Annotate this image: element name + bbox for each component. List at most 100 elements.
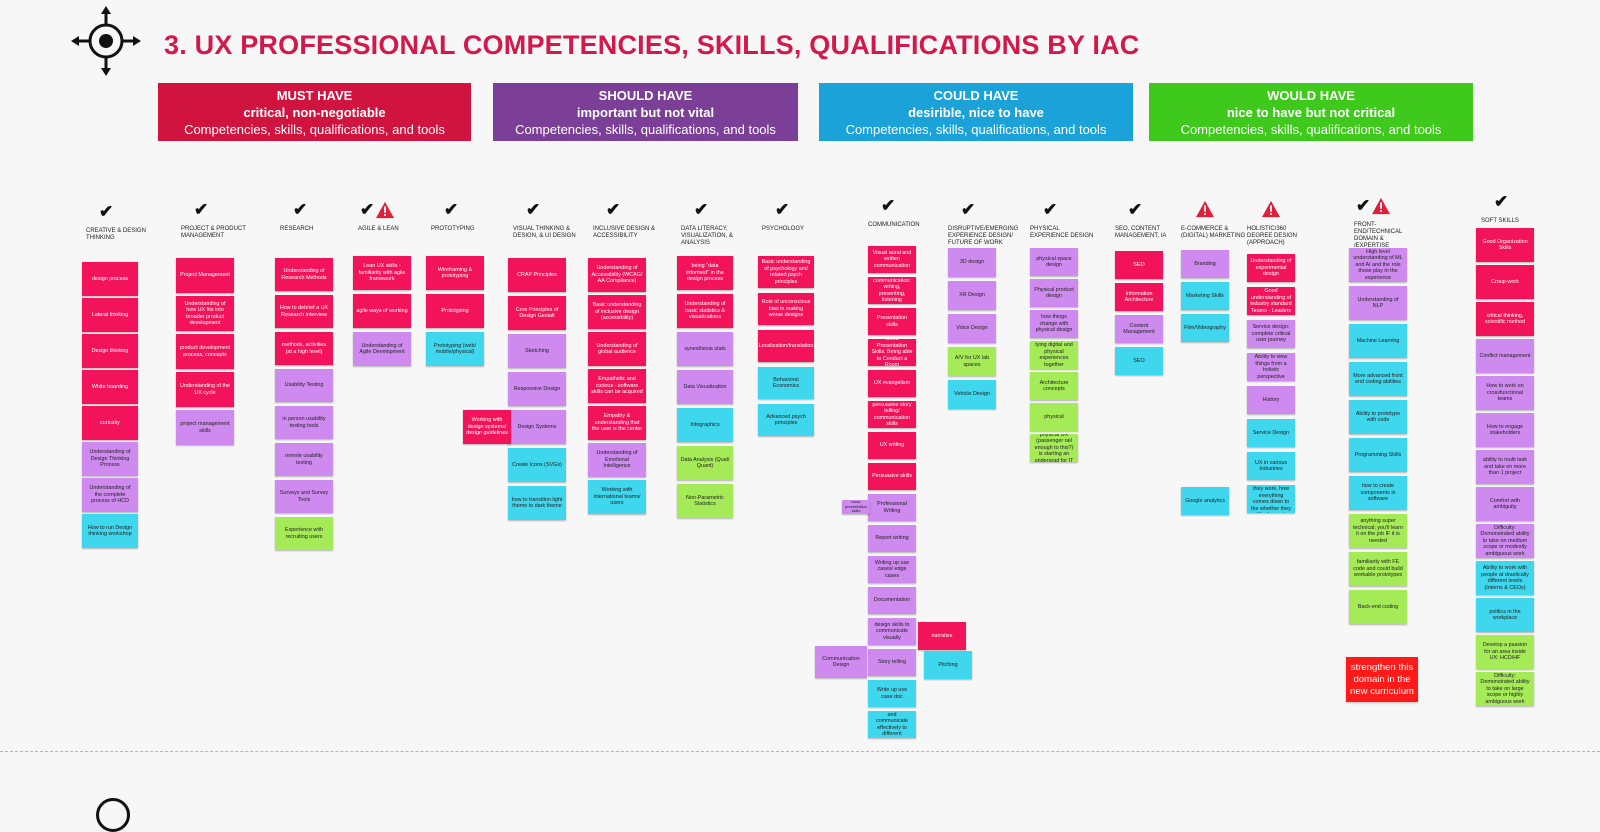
sticky-note-purple: Surveys and Survey Tools	[275, 480, 333, 513]
column-header: RESEARCH	[280, 226, 314, 232]
checkmark-icon: ✔	[1494, 192, 1509, 211]
sticky-note-green: Architecture concepts	[1030, 372, 1078, 400]
sticky-note-red: Basic understanding of psychology and re…	[758, 256, 814, 288]
checkmark-icon: ✔	[360, 200, 375, 219]
sticky-note-red: Design thinking	[82, 334, 138, 368]
column-marks: ✔	[1494, 192, 1508, 212]
sticky-note-red: Lean UX skills - familiarity with agile …	[353, 256, 411, 290]
sticky-note-purple: physical space design	[1030, 248, 1078, 276]
checkmark-icon: ✔	[961, 200, 976, 219]
page-title: 3. UX PROFESSIONAL COMPETENCIES, SKILLS,…	[164, 30, 1140, 60]
sticky-note-red: Wireframing & prototyping	[426, 256, 484, 290]
sticky-note-cyan: Vehicle Design	[948, 380, 996, 409]
checkmark-icon: ✔	[526, 200, 541, 219]
warning-icon	[376, 201, 395, 219]
sticky-note-purple: ability to multi task and take on more t…	[1476, 450, 1534, 484]
sticky-note-red: Lateral thinking	[82, 298, 138, 332]
sticky-note-cyan: Ability to pivot and communicate effecti…	[868, 711, 916, 738]
sticky-note-purple: Understanding of the complete process of…	[82, 478, 138, 512]
sticky-note-purple: Usability Testing	[275, 369, 333, 402]
loose-sticky-note: narrative	[918, 622, 966, 650]
sticky-note-green: A/V for UX lab spaces	[948, 347, 996, 376]
sticky-note-cyan: Google analytics	[1181, 487, 1229, 515]
sticky-note-purple: Content Management	[1115, 315, 1163, 343]
sticky-note-purple: Conflict management	[1476, 339, 1534, 373]
sticky-note-red: Understanding of how UX fits into broade…	[176, 296, 234, 331]
sticky-note-cyan: Film/Videography	[1181, 314, 1229, 342]
sticky-note-red: White boarding	[82, 370, 138, 404]
sticky-note-cyan: how to transition light theme to dark th…	[508, 486, 566, 520]
column-marks: ✔	[694, 200, 708, 220]
sticky-note-red: Project Management	[176, 258, 234, 293]
sticky-note-purple: synesthesia stats	[677, 332, 733, 366]
checkmark-icon: ✔	[99, 202, 114, 221]
sticky-note-red: Understanding of basic statistics & visu…	[677, 294, 733, 328]
sticky-note-cyan: Machine Learning	[1349, 324, 1407, 358]
column-marks: ✔	[444, 200, 458, 220]
sticky-note-cyan: Create Icons (SVGs)	[508, 448, 566, 482]
sticky-note-red: Understanding of Research Methods	[275, 258, 333, 291]
sticky-note-cyan: More advanced front end coding abilities	[1349, 362, 1407, 396]
sticky-note-purple: Service design: complete critical user j…	[1247, 320, 1295, 348]
sticky-note-cyan: Infographics	[677, 408, 733, 442]
sticky-note-red: critical thinking, scientific method	[1476, 302, 1534, 336]
checkmark-icon: ✔	[1356, 196, 1371, 215]
column-marks: ✔	[360, 200, 395, 220]
checkmark-icon: ✔	[694, 200, 709, 219]
sticky-note-green: physical UX (passenger rail enough to th…	[1030, 434, 1078, 462]
column-marks	[1260, 200, 1280, 220]
sticky-note-purple: how things change with physical design	[1030, 310, 1078, 338]
sticky-note-green: anything super technical; you'll learn i…	[1349, 514, 1407, 548]
sticky-note-green: tying digital and physical experiences t…	[1030, 341, 1078, 369]
sticky-note-red: Basic understanding of inclusive design …	[588, 295, 646, 329]
sticky-note-cyan: Programming Skills	[1349, 438, 1407, 472]
sticky-note-cyan: UX in various Industries	[1247, 452, 1295, 480]
sticky-note-purple: 3D design	[948, 248, 996, 277]
sticky-note-purple: Understanding of Design Thinking Process	[82, 442, 138, 476]
column-marks: ✔	[1128, 200, 1142, 220]
column-header: HOLISTIC/360 DEGREE DESIGN (APPROACH)	[1247, 226, 1298, 246]
banner-line2: desirible, nice to have	[908, 105, 1044, 120]
sticky-note-cyan: Ability to prototype with code	[1349, 400, 1407, 434]
column-marks: ✔	[293, 200, 307, 220]
sticky-note-red: Prototyping	[426, 294, 484, 328]
sticky-note-purple: Physical product design	[1030, 279, 1078, 307]
column-header: PSYCHOLOGY	[762, 226, 805, 232]
column-header: INCLUSIVE DESIGN & ACCESSIBILITY	[593, 226, 656, 239]
banner-line3: Competencies, skills, qualifications, an…	[845, 122, 1107, 137]
sticky-note-purple: Understanding of NLP	[1349, 286, 1407, 320]
column-marks: ✔	[606, 200, 620, 220]
banner-line2: nice to have but not critical	[1226, 105, 1396, 120]
next-section-icon	[96, 798, 130, 832]
checkmark-icon: ✔	[444, 200, 459, 219]
sticky-note-green: Data Analysis (Qual/ Quant)	[677, 446, 733, 480]
sticky-note-red: methods, activities (at a high level)	[275, 332, 333, 365]
loose-sticky-note: Working with design systems/ design guid…	[463, 410, 511, 444]
sticky-note-purple: Documentation	[868, 587, 916, 614]
sticky-note-red: Information Architecture	[1115, 283, 1163, 311]
sticky-note-purple: High level understanding of ML and AI an…	[1349, 248, 1407, 282]
banner-line3: Competencies, skills, qualifications, an…	[1180, 122, 1442, 137]
column-marks: ✔	[526, 200, 540, 220]
sticky-note-cyan: SEO	[1115, 347, 1163, 375]
priority-banner-could: COULD HAVE desirible, nice to have Compete…	[819, 83, 1133, 141]
sticky-note-purple: Understanding of Agile Development	[353, 332, 411, 366]
priority-banner-would: WOULD HAVE nice to have but not critical C…	[1149, 83, 1473, 141]
sticky-note-cyan: how to create components in software	[1349, 476, 1407, 510]
sticky-note-green: familiarity with FE code and could build…	[1349, 552, 1407, 586]
column-header: CREATIVE & DESIGN THINKING	[86, 228, 146, 241]
column-marks: ✔	[881, 196, 895, 216]
column-marks: ✔	[1043, 200, 1057, 220]
sticky-note-red: UX evangelism	[868, 370, 916, 397]
sticky-note-red: Visual aural and written communication	[868, 246, 916, 273]
column-header: SEO, CONTENT MANAGEMENT, IA	[1115, 226, 1167, 239]
sticky-note-red: persuasive story telling/ communication …	[868, 401, 916, 428]
column-header: AGILE & LEAN	[358, 226, 399, 232]
sticky-note-purple: Professional Writing	[868, 494, 916, 521]
sticky-note-purple: remote usability testing	[275, 443, 333, 476]
banner-line1: MUST HAVE	[276, 88, 353, 103]
compass-icon	[71, 6, 141, 76]
sticky-note-purple: Branding	[1181, 250, 1229, 278]
column-marks	[1194, 200, 1214, 220]
checkmark-icon: ✔	[881, 196, 896, 215]
